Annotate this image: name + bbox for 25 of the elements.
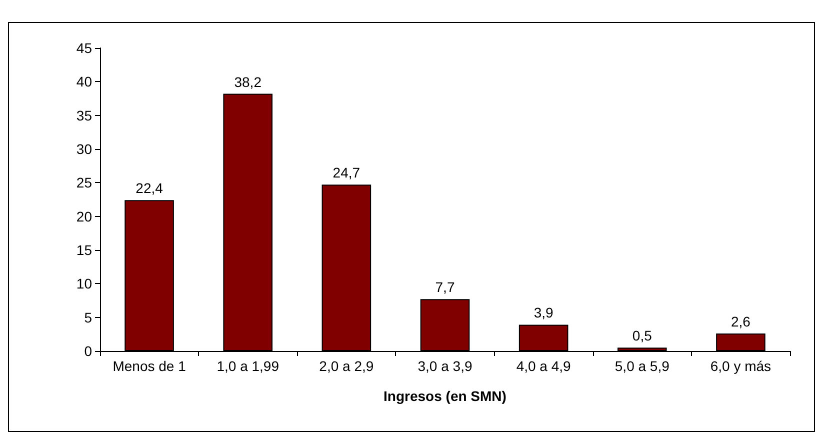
data-label: 0,5 xyxy=(632,328,652,344)
y-tick-label: 15 xyxy=(76,242,92,258)
y-tick-label: 45 xyxy=(76,40,92,56)
data-label: 22,4 xyxy=(136,180,164,196)
y-tick-label: 0 xyxy=(84,343,92,359)
y-tick-label: 40 xyxy=(76,74,92,90)
y-tick-label: 25 xyxy=(76,174,92,191)
data-label: 7,7 xyxy=(435,279,455,296)
y-tick-label: 10 xyxy=(76,276,92,292)
y-tick-label: 5 xyxy=(84,309,92,326)
data-label: 3,9 xyxy=(534,304,554,321)
x-axis-title: Ingresos (en SMN) xyxy=(384,388,506,404)
data-label: 38,2 xyxy=(234,74,262,90)
x-tick-label: 1,0 a 1,99 xyxy=(216,358,280,374)
y-tick-label: 20 xyxy=(76,208,92,224)
y-tick-label: 30 xyxy=(76,141,92,157)
x-tick-label: 6,0 y más xyxy=(710,358,772,374)
x-tick-label: 3,0 a 3,9 xyxy=(418,358,472,374)
data-label: 2,6 xyxy=(730,313,751,330)
x-tick-label: 4,0 a 4,9 xyxy=(516,358,572,374)
x-tick-label: 5,0 a 5,9 xyxy=(614,358,670,374)
x-tick-label: Menos de 1 xyxy=(112,358,186,374)
x-tick-label: 2,0 a 2,9 xyxy=(319,358,374,374)
data-label: 24,7 xyxy=(332,164,360,181)
y-tick-label: 35 xyxy=(76,107,92,124)
